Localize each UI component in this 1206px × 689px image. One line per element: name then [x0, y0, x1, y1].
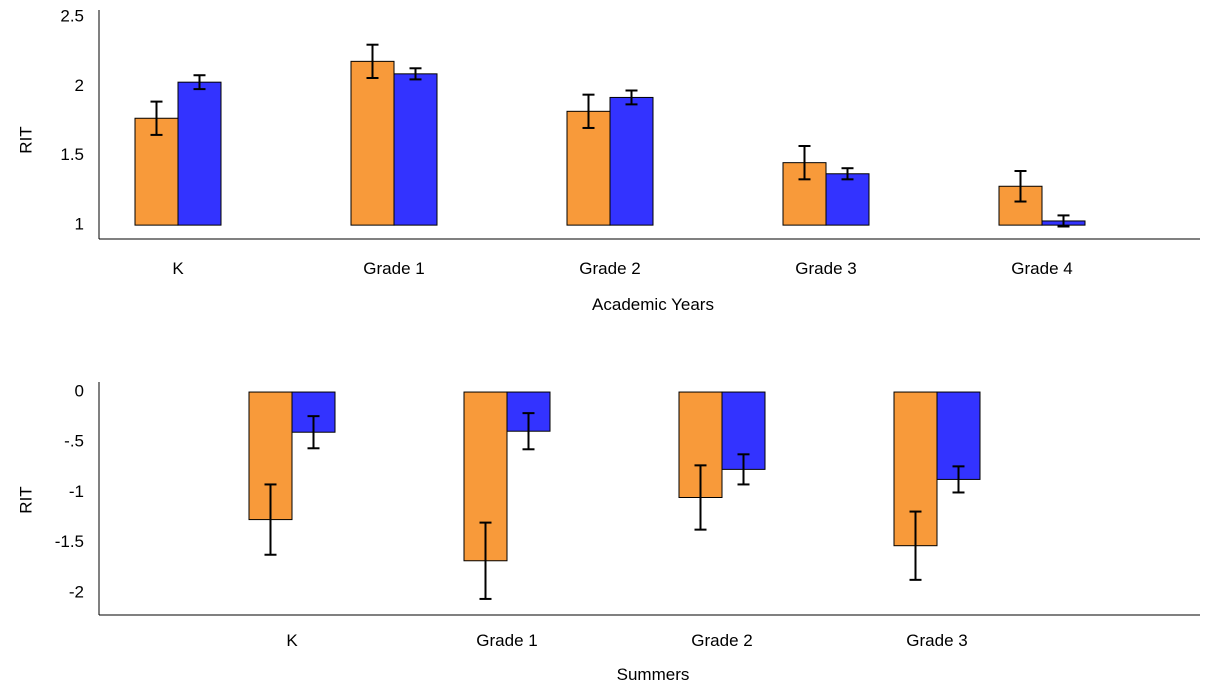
academic-years-error-bar	[841, 167, 854, 181]
summers-y-axis-title: RIT	[16, 486, 35, 513]
academic-years-error-bar	[366, 43, 379, 80]
academic-years-y-tick-label: 1	[75, 215, 84, 234]
summers-y-tick-label: 0	[75, 382, 84, 401]
summers-bar-series2	[291, 391, 336, 433]
summers-y-tick-label: -.5	[64, 432, 84, 451]
summers-error-bar	[522, 412, 535, 451]
summers-x-tick-label: Grade 1	[476, 631, 537, 650]
academic-years-y-axis-title: RIT	[16, 126, 35, 153]
academic-years-y-tick-label: 2	[75, 76, 84, 95]
summers-bar-series2	[936, 391, 981, 480]
academic-years-panel: RIT Academic Years 1 1.5 2 2.5 K Grade 1 Grade…	[16, 6, 1200, 314]
academic-years-x-tick-label: K	[172, 259, 184, 278]
summers-error-bar	[952, 465, 965, 494]
summers-error-bar	[264, 483, 277, 556]
summers-x-tick-label: Grade 2	[691, 631, 752, 650]
summers-error-bar	[479, 521, 492, 600]
summers-error-bar	[909, 510, 922, 581]
summers-error-bar	[307, 415, 320, 450]
academic-years-x-tick-label: Grade 3	[795, 259, 856, 278]
summers-y-tick-label: -2	[69, 582, 84, 601]
summers-x-tick-label: Grade 3	[906, 631, 967, 650]
academic-years-error-bar	[1057, 214, 1070, 228]
summers-x-tick-label: K	[286, 631, 298, 650]
academic-years-error-bar	[150, 100, 163, 136]
academic-years-bar-series1	[134, 117, 179, 226]
academic-years-y-tick-label: 1.5	[60, 145, 84, 164]
academic-years-bar-series2	[393, 73, 438, 226]
academic-years-error-bar	[582, 93, 595, 129]
academic-years-bar-series2	[609, 96, 654, 226]
summers-y-tick-label: -1	[69, 482, 84, 501]
academic-years-y-tick-label: 2.5	[60, 6, 84, 25]
academic-years-x-tick-label: Grade 4	[1011, 259, 1072, 278]
summers-panel: RIT Summers 0 -.5 -1 -1.5 -2 K Grade 1 Grade 2 G…	[16, 382, 1200, 684]
academic-years-error-bar	[193, 74, 206, 91]
summers-error-bar	[694, 464, 707, 531]
academic-years-x-tick-label: Grade 1	[363, 259, 424, 278]
academic-years-error-bar	[625, 89, 638, 106]
summers-y-tick-label: -1.5	[55, 532, 84, 551]
academic-years-error-bar	[798, 145, 811, 181]
academic-years-bar-series1	[350, 60, 395, 226]
academic-years-bar-series2	[177, 81, 222, 226]
academic-years-x-tick-label: Grade 2	[579, 259, 640, 278]
academic-years-error-bar	[1014, 169, 1027, 203]
academic-years-x-axis-title: Academic Years	[592, 295, 714, 314]
summers-error-bar	[737, 453, 750, 486]
academic-years-bar-series2	[825, 173, 870, 226]
academic-years-error-bar	[409, 67, 422, 81]
summers-x-axis-title: Summers	[617, 665, 690, 684]
